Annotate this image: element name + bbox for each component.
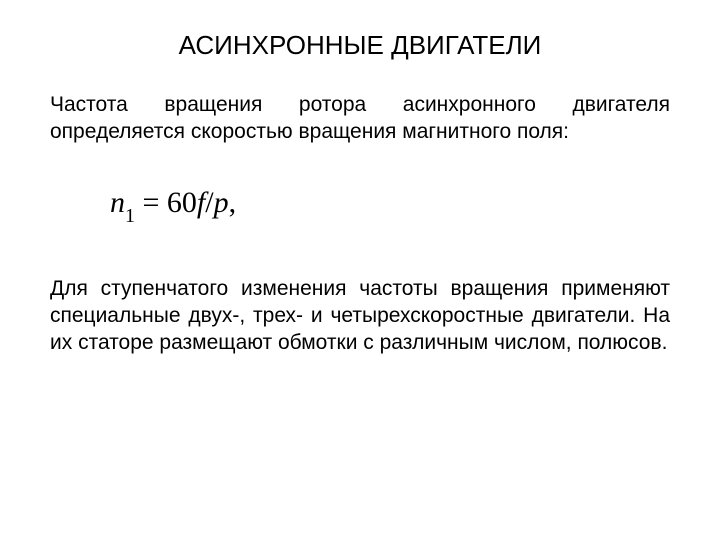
formula-rotation-frequency: n1 = 60f/p, [50,186,670,225]
formula-lhs-sub: 1 [125,205,135,227]
formula-den: p [214,186,229,219]
body-paragraph: Для ступенчатого изменения частоты враще… [50,275,670,357]
intro-paragraph: Частота вращения ротора асинхронного дви… [50,91,670,146]
formula-slash: / [205,186,213,219]
formula-num: f [197,186,205,219]
formula-lhs-var: n [110,186,125,219]
formula-coeff: 60 [167,186,197,219]
formula-comma: , [229,186,237,219]
formula-eq: = [135,186,167,219]
page-title: АСИНХРОННЫЕ ДВИГАТЕЛИ [50,30,670,61]
